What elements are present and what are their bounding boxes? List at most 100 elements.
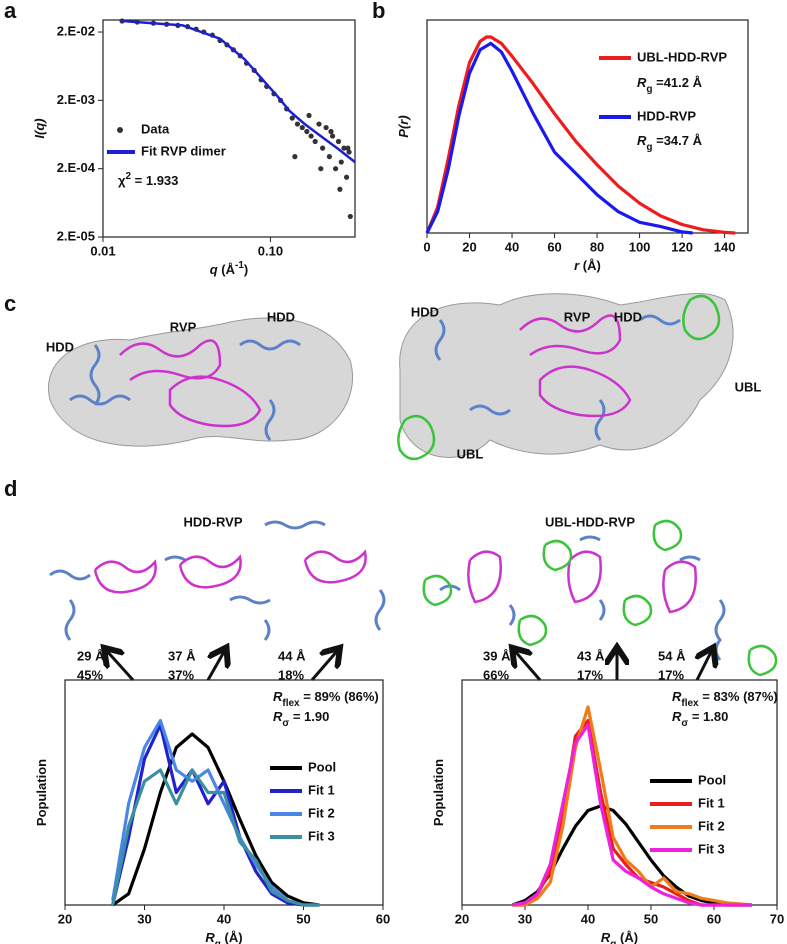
x-tick-label: 40	[581, 911, 595, 926]
x-axis-label-part: (Å)	[579, 258, 601, 273]
annotation-part: = 83% (87%)	[699, 689, 778, 704]
x-tick-label: 0.10	[258, 243, 283, 258]
series-line	[512, 723, 752, 907]
legend-label: Data	[141, 121, 170, 136]
x-tick-label: 80	[590, 239, 604, 254]
annotation-part: g	[646, 142, 652, 153]
panel-letter: d	[4, 476, 17, 501]
x-tick-label: 20	[58, 911, 72, 926]
annotation-part: R	[273, 689, 283, 704]
annotation-part: 2	[125, 171, 131, 182]
x-tick-label: 100	[629, 239, 651, 254]
data-point	[335, 138, 342, 145]
annotation: Rflex = 89% (86%)	[273, 689, 379, 709]
annotation: Rg =34.7 Å	[637, 133, 703, 153]
data-point	[343, 174, 350, 180]
annotation-part: g	[646, 84, 652, 95]
x-tick-label: 50	[644, 911, 658, 926]
y-axis-label-part: P(r)	[396, 115, 411, 137]
x-tick-label: 0.01	[90, 243, 115, 258]
annotation-part: R	[273, 709, 283, 724]
data-point	[299, 124, 305, 131]
annotation-part: flex	[681, 698, 699, 709]
annotation-part: R	[637, 133, 647, 148]
legend-label: Pool	[698, 772, 726, 787]
x-tick-label: 50	[296, 911, 310, 926]
series-line	[512, 705, 752, 907]
model-fraction: 17%	[658, 667, 684, 682]
legend-label: Fit 2	[308, 805, 335, 820]
data-point	[345, 145, 351, 151]
plot-frame	[461, 679, 778, 906]
x-axis-label-part: r	[574, 258, 580, 273]
ensemble-title: UBL-HDD-RVP	[545, 514, 635, 529]
structure-label: HDD	[411, 304, 439, 319]
series-line	[122, 19, 356, 164]
data-point	[306, 112, 312, 119]
x-axis-label: r (Å)	[574, 258, 601, 273]
data-point	[337, 186, 343, 192]
y-axis-label-part: Population	[431, 759, 446, 826]
y-axis-label-part: I(q)	[32, 118, 47, 138]
annotation-part: = 1.90	[289, 709, 329, 724]
series-line	[425, 41, 693, 235]
annotation: Rg =41.2 Å	[637, 75, 703, 95]
plot-frame	[426, 19, 749, 234]
x-axis-label-part: g	[610, 939, 616, 944]
legend-label: Fit RVP dimer	[141, 143, 226, 158]
structure-label: UBL	[735, 379, 762, 394]
structure-label: RVP	[564, 309, 591, 324]
annotation-part: flex	[282, 698, 300, 709]
structure-label: HDD	[614, 309, 642, 324]
panel-letter: a	[4, 0, 17, 23]
annotation-part: = 1.933	[131, 173, 178, 188]
legend-marker	[117, 127, 123, 133]
model-fraction: 37%	[168, 667, 194, 682]
model-rg: 39 Å	[483, 648, 511, 663]
ensemble-title: HDD-RVP	[184, 514, 243, 529]
data-point	[304, 128, 310, 135]
model-rg: 43 Å	[577, 648, 605, 663]
y-axis-label: I(q)	[32, 118, 47, 138]
y-tick-label: 2.E-02	[57, 23, 95, 38]
structure-label: HDD	[46, 339, 74, 354]
x-tick-label: 40	[217, 911, 231, 926]
data-point	[323, 124, 329, 131]
data-point	[332, 166, 339, 172]
annotation-part: R	[672, 709, 682, 724]
legend-label: Pool	[308, 759, 336, 774]
x-axis-label-part: R	[601, 930, 611, 944]
data-point	[318, 166, 324, 172]
structure-label: RVP	[170, 319, 197, 334]
y-tick-label: 2.E-03	[57, 92, 95, 107]
x-axis-label: q (Å-1)	[210, 260, 249, 277]
annotation-part: =34.7 Å	[653, 133, 703, 148]
x-tick-label: 40	[505, 239, 519, 254]
data-point	[308, 133, 314, 139]
y-axis-label: Population	[34, 759, 49, 826]
structure-left	[48, 317, 353, 447]
series-line	[111, 732, 320, 907]
data-point	[294, 121, 301, 127]
annotation: χ2 = 1.933	[118, 171, 178, 188]
annotation-part: σ	[282, 718, 289, 729]
model-fraction: 45%	[77, 667, 103, 682]
panel-letter: b	[372, 0, 385, 23]
legend-label: Fit 1	[308, 782, 335, 797]
x-axis-label-part: (Å)	[221, 930, 243, 944]
structure-label: HDD	[267, 309, 295, 324]
annotation-part: = 89% (86%)	[300, 689, 379, 704]
x-tick-label: 70	[770, 911, 784, 926]
model-rg: 37 Å	[168, 648, 196, 663]
x-tick-label: 0	[423, 239, 430, 254]
x-tick-label: 30	[137, 911, 151, 926]
model-rg: 44 Å	[278, 648, 306, 663]
data-point	[338, 159, 344, 165]
legend-label: UBL-HDD-RVP	[637, 49, 727, 64]
annotation-part: σ	[681, 718, 688, 729]
structure-label: UBL	[457, 446, 484, 461]
model-rg: 54 Å	[658, 648, 686, 663]
y-axis-label: Population	[431, 759, 446, 826]
plot-frame	[102, 19, 356, 238]
